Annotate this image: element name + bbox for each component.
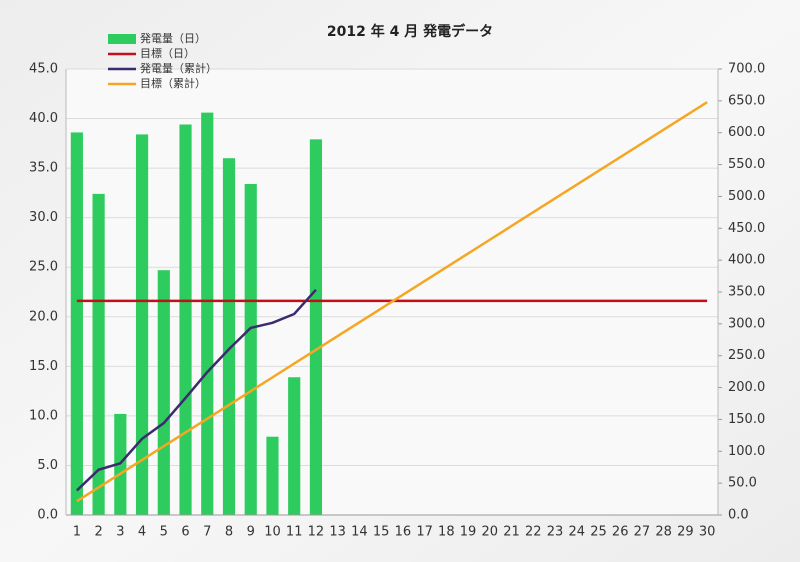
x-tick-label: 17 xyxy=(416,525,433,540)
bar xyxy=(244,183,257,516)
x-tick-label: 9 xyxy=(247,525,255,540)
y2-tick-label: 400.0 xyxy=(728,253,765,268)
y-tick-label: 0.0 xyxy=(37,508,58,523)
bar xyxy=(92,193,105,515)
y2-tick-label: 100.0 xyxy=(728,444,765,459)
x-tick-label: 11 xyxy=(286,525,303,540)
line xyxy=(76,288,317,492)
y-tick-label: 40.0 xyxy=(29,111,58,126)
y2-tick-label: 300.0 xyxy=(728,316,765,331)
y-tick-label: 10.0 xyxy=(29,408,58,423)
bar xyxy=(309,139,323,515)
y2-tick-label: 0.0 xyxy=(728,508,749,523)
y-tick-label: 35.0 xyxy=(29,161,58,176)
x-tick-label: 10 xyxy=(264,525,281,540)
y2-tick-label: 250.0 xyxy=(728,348,765,363)
x-tick-label: 26 xyxy=(612,525,629,540)
y-tick-label: 15.0 xyxy=(29,359,58,374)
x-tick-label: 21 xyxy=(503,525,520,540)
y2-tick-label: 500.0 xyxy=(728,189,765,204)
chart-title: 2012 年 4 月 発電データ xyxy=(327,23,493,40)
x-tick-label: 6 xyxy=(181,525,189,540)
bar xyxy=(135,134,149,515)
bar xyxy=(70,132,83,516)
x-tick-label: 2 xyxy=(94,525,102,540)
x-tick-label: 20 xyxy=(482,525,499,540)
x-tick-label: 15 xyxy=(373,525,390,540)
y2-tick-label: 350.0 xyxy=(728,285,765,300)
y-tick-label: 20.0 xyxy=(29,309,58,324)
bar xyxy=(222,158,236,515)
x-tick-label: 4 xyxy=(138,525,146,540)
bar xyxy=(157,270,170,515)
x-tick-label: 16 xyxy=(395,525,412,540)
y2-tick-label: 550.0 xyxy=(728,157,765,172)
y2-tick-label: 450.0 xyxy=(728,221,765,236)
bar xyxy=(266,436,279,515)
x-tick-label: 1 xyxy=(73,525,81,540)
legend-swatch xyxy=(108,34,136,44)
bar xyxy=(179,124,192,515)
x-tick-label: 30 xyxy=(699,525,716,540)
x-tick-label: 25 xyxy=(590,525,607,540)
x-tick-label: 12 xyxy=(308,525,325,540)
x-tick-label: 19 xyxy=(460,525,477,540)
x-tick-label: 28 xyxy=(655,525,672,540)
x-tick-label: 13 xyxy=(329,525,346,540)
y-tick-label: 5.0 xyxy=(37,458,58,473)
x-tick-label: 18 xyxy=(438,525,455,540)
y2-tick-label: 600.0 xyxy=(728,125,765,140)
y2-tick-label: 50.0 xyxy=(728,476,757,491)
x-tick-label: 7 xyxy=(203,525,211,540)
legend-label: 発電量（日） xyxy=(140,31,206,45)
y2-tick-label: 150.0 xyxy=(728,412,765,427)
x-tick-label: 29 xyxy=(677,525,694,540)
legend-label: 目標（日） xyxy=(140,46,195,60)
y-tick-label: 30.0 xyxy=(29,210,58,225)
legend-label: 発電量（累計） xyxy=(140,61,217,75)
y-tick-label: 25.0 xyxy=(29,260,58,275)
x-tick-label: 5 xyxy=(160,525,168,540)
x-tick-label: 23 xyxy=(547,525,564,540)
x-tick-label: 3 xyxy=(116,525,124,540)
y2-tick-label: 650.0 xyxy=(728,93,765,108)
y2-tick-label: 700.0 xyxy=(728,62,765,77)
x-tick-label: 27 xyxy=(634,525,651,540)
legend-label: 目標（累計） xyxy=(140,76,206,90)
bar xyxy=(201,112,214,515)
x-tick-label: 22 xyxy=(525,525,542,540)
x-tick-label: 14 xyxy=(351,525,368,540)
bar xyxy=(288,377,301,515)
y-tick-label: 45.0 xyxy=(29,62,58,77)
line xyxy=(76,101,708,503)
x-tick-label: 8 xyxy=(225,525,233,540)
x-tick-label: 24 xyxy=(568,525,585,540)
y2-tick-label: 200.0 xyxy=(728,380,765,395)
